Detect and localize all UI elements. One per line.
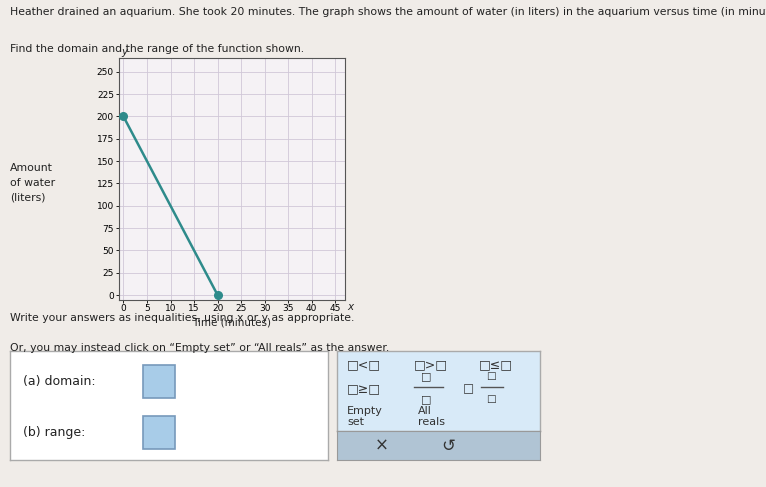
Text: Find the domain and the range of the function shown.: Find the domain and the range of the fun…: [10, 44, 304, 54]
Text: Write your answers as inequalities, using x or y as appropriate.: Write your answers as inequalities, usin…: [10, 313, 355, 323]
Text: ×: ×: [375, 437, 388, 454]
FancyBboxPatch shape: [143, 365, 175, 398]
Text: □≤□: □≤□: [480, 358, 513, 371]
Text: (a) domain:: (a) domain:: [23, 375, 95, 388]
Text: □: □: [463, 383, 474, 396]
Text: Empty
set: Empty set: [347, 406, 383, 427]
Text: ↺: ↺: [442, 437, 456, 454]
Text: x: x: [347, 302, 353, 312]
Text: All
reals: All reals: [418, 406, 445, 427]
Text: y: y: [121, 47, 127, 56]
Text: Or, you may instead click on “Empty set” or “All reals” as the answer.: Or, you may instead click on “Empty set”…: [10, 343, 389, 354]
Text: Amount
of water
(liters): Amount of water (liters): [10, 163, 55, 203]
Text: □≥□: □≥□: [347, 383, 381, 396]
Text: □<□: □<□: [347, 358, 381, 371]
Text: □: □: [421, 372, 432, 381]
Text: (b) range:: (b) range:: [23, 426, 85, 439]
Text: □: □: [486, 394, 496, 404]
Text: □: □: [486, 372, 496, 381]
Text: □: □: [421, 394, 432, 404]
FancyBboxPatch shape: [143, 416, 175, 449]
Text: Heather drained an aquarium. She took 20 minutes. The graph shows the amount of : Heather drained an aquarium. She took 20…: [10, 7, 766, 18]
X-axis label: Time (minutes): Time (minutes): [192, 318, 271, 328]
Text: □>□: □>□: [414, 358, 448, 371]
